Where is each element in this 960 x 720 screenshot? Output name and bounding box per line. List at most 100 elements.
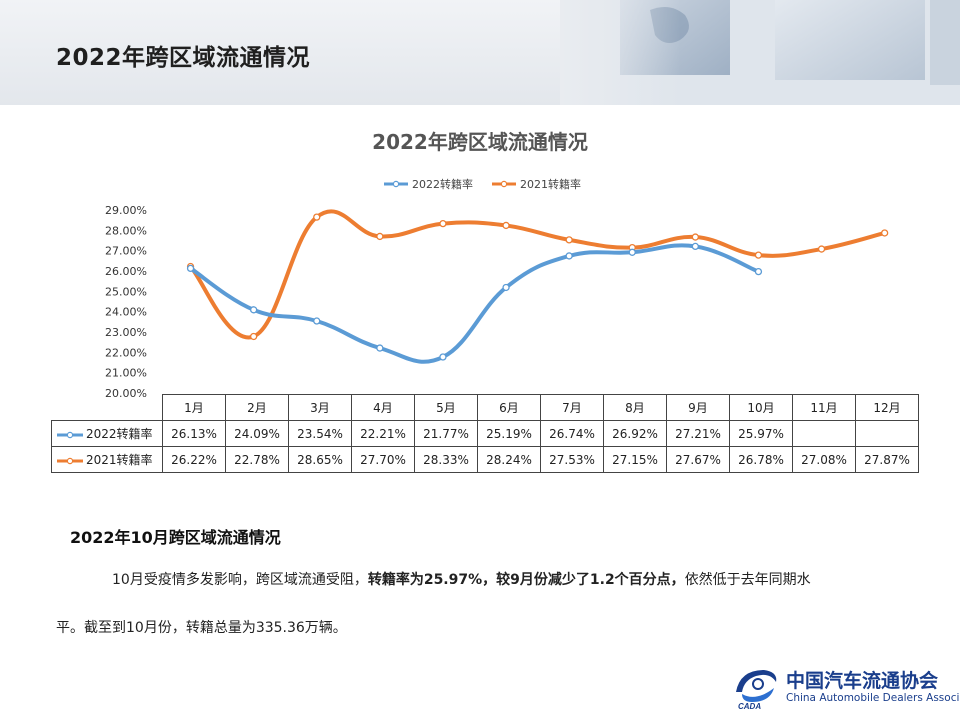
table-value-cell: 26.13% <box>162 420 226 447</box>
data-point-2021 <box>754 251 763 259</box>
table-month-header: 7月 <box>540 394 604 421</box>
header-decoration-image <box>560 0 960 105</box>
data-point-2021 <box>817 245 826 253</box>
data-point-2022 <box>628 248 636 256</box>
table-month-header: 11月 <box>792 394 856 421</box>
data-point-2022 <box>754 267 763 276</box>
legend-item-2022: 2022转籍率 <box>383 176 473 192</box>
data-point-2022 <box>249 306 258 314</box>
table-value-cell: 26.92% <box>603 420 667 447</box>
table-value-cell: 23.54% <box>288 420 352 447</box>
table-value-cell: 22.21% <box>351 420 415 447</box>
line-chart: 20.00%21.00%22.00%23.00%24.00%25.00%26.0… <box>105 204 889 400</box>
para-text-line2: 平。截至到10月份，转籍总量为335.36万辆。 <box>56 620 347 636</box>
table-month-header: 8月 <box>603 394 667 421</box>
legend-line-marker-orange-icon <box>492 180 516 188</box>
table-month-header: 3月 <box>288 394 352 421</box>
data-point-2021 <box>691 233 699 241</box>
y-tick-label: 21.00% <box>105 367 147 380</box>
page-title: 2022年跨区域流通情况 <box>56 45 311 71</box>
association-logo: CADA 中国汽车流通协会 China Automobile Dealers A… <box>730 660 960 710</box>
y-tick-label: 26.00% <box>105 265 147 278</box>
table-value-cell: 24.09% <box>225 420 289 447</box>
table-row-header-2021: 2021转籍率 <box>51 446 163 473</box>
y-tick-label: 27.00% <box>105 245 147 258</box>
table-value-cell: 28.24% <box>477 446 541 473</box>
chart-legend: 2022转籍率 2021转籍率 <box>383 176 581 192</box>
data-point-2022 <box>313 317 321 325</box>
logo-mark-text: CADA <box>738 702 761 710</box>
chart-title: 2022年跨区域流通情况 <box>372 130 588 154</box>
row-label-2022: 2022转籍率 <box>86 427 153 441</box>
table-month-header: 1月 <box>162 394 226 421</box>
table-value-cell: 27.21% <box>666 420 730 447</box>
data-point-2021 <box>249 332 258 341</box>
table-month-header: 10月 <box>729 394 793 421</box>
legend-label-2021: 2021转籍率 <box>520 178 581 191</box>
series-line-2022 <box>188 243 761 364</box>
data-point-2021 <box>565 236 573 244</box>
series-key-orange-icon <box>57 457 83 464</box>
legend-label-2022: 2022转籍率 <box>412 178 473 191</box>
table-month-header: 5月 <box>414 394 478 421</box>
table-month-header: 2月 <box>225 394 289 421</box>
table-row-2022: 2022转籍率 26.13% 24.09% 23.54% 22.21% 21.77% 25… <box>51 420 919 447</box>
data-point-2022 <box>186 264 195 273</box>
table-value-cell: 27.15% <box>603 446 667 473</box>
para-text-2: 依然低于去年同期水 <box>684 572 811 588</box>
table-value-cell: 22.78% <box>225 446 289 473</box>
data-point-2022 <box>502 283 510 292</box>
legend-line-marker-blue-icon <box>384 180 408 188</box>
table-value-cell: 27.70% <box>351 446 415 473</box>
table-value-cell <box>792 420 856 447</box>
y-tick-label: 25.00% <box>105 285 147 298</box>
header-banner: 2022年跨区域流通情况 <box>0 0 960 105</box>
data-point-2021 <box>502 221 510 230</box>
table-value-cell: 25.19% <box>477 420 541 447</box>
data-point-2021 <box>313 213 321 221</box>
table-month-header: 12月 <box>855 394 919 421</box>
summary-paragraph: 10月受疫情多发影响，跨区域流通受阻，转籍率为25.97%，较9月份减少了1.2… <box>56 566 916 642</box>
data-point-2022 <box>376 344 384 352</box>
data-point-2022 <box>565 252 573 260</box>
table-month-header: 4月 <box>351 394 415 421</box>
y-tick-label: 28.00% <box>105 224 147 237</box>
table-value-cell: 26.74% <box>540 420 604 447</box>
y-tick-label: 24.00% <box>105 306 147 319</box>
table-value-cell: 27.08% <box>792 446 856 473</box>
table-month-header: 9月 <box>666 394 730 421</box>
logo-chinese-name: 中国汽车流通协会 <box>786 670 939 692</box>
data-point-2021 <box>881 229 889 237</box>
table-value-cell: 27.53% <box>540 446 604 473</box>
section-heading: 2022年10月跨区域流通情况 <box>70 528 281 547</box>
data-point-2022 <box>439 353 447 361</box>
legend-item-2021: 2021转籍率 <box>491 176 581 192</box>
series-points <box>186 213 889 361</box>
y-tick-label: 22.00% <box>105 346 147 359</box>
data-point-2022 <box>691 242 699 251</box>
table-header-row: 1月 2月 3月 4月 5月 6月 7月 8月 9月 10月 11月 12月 <box>51 394 919 421</box>
table-row-2021: 2021转籍率 26.22% 22.78% 28.65% 27.70% 28.33% 28… <box>51 446 919 473</box>
chart-data-table: 1月 2月 3月 4月 5月 6月 7月 8月 9月 10月 11月 12月 2022转籍率 26.1… <box>51 394 919 473</box>
table-value-cell: 27.87% <box>855 446 919 473</box>
row-label-2021: 2021转籍率 <box>86 453 153 467</box>
data-point-2021 <box>439 219 447 228</box>
table-value-cell <box>855 420 919 447</box>
table-value-cell: 28.65% <box>288 446 352 473</box>
para-text-bold: 转籍率为25.97%，较9月份减少了1.2个百分点， <box>367 572 685 588</box>
table-value-cell: 26.78% <box>729 446 793 473</box>
para-text-1: 10月受疫情多发影响，跨区域流通受阻， <box>112 572 368 588</box>
cada-logo-icon: CADA <box>736 670 777 710</box>
table-value-cell: 28.33% <box>414 446 478 473</box>
series-key-blue-icon <box>57 431 83 438</box>
table-value-cell: 27.67% <box>666 446 730 473</box>
y-tick-label: 23.00% <box>105 326 147 339</box>
data-point-2021 <box>376 232 384 241</box>
table-value-cell: 26.22% <box>162 446 226 473</box>
y-tick-label: 29.00% <box>105 204 147 217</box>
table-value-cell: 25.97% <box>729 420 793 447</box>
table-value-cell: 21.77% <box>414 420 478 447</box>
table-month-header: 6月 <box>477 394 541 421</box>
table-corner-cell <box>51 394 163 421</box>
y-axis-tick-labels: 20.00%21.00%22.00%23.00%24.00%25.00%26.0… <box>105 204 147 400</box>
